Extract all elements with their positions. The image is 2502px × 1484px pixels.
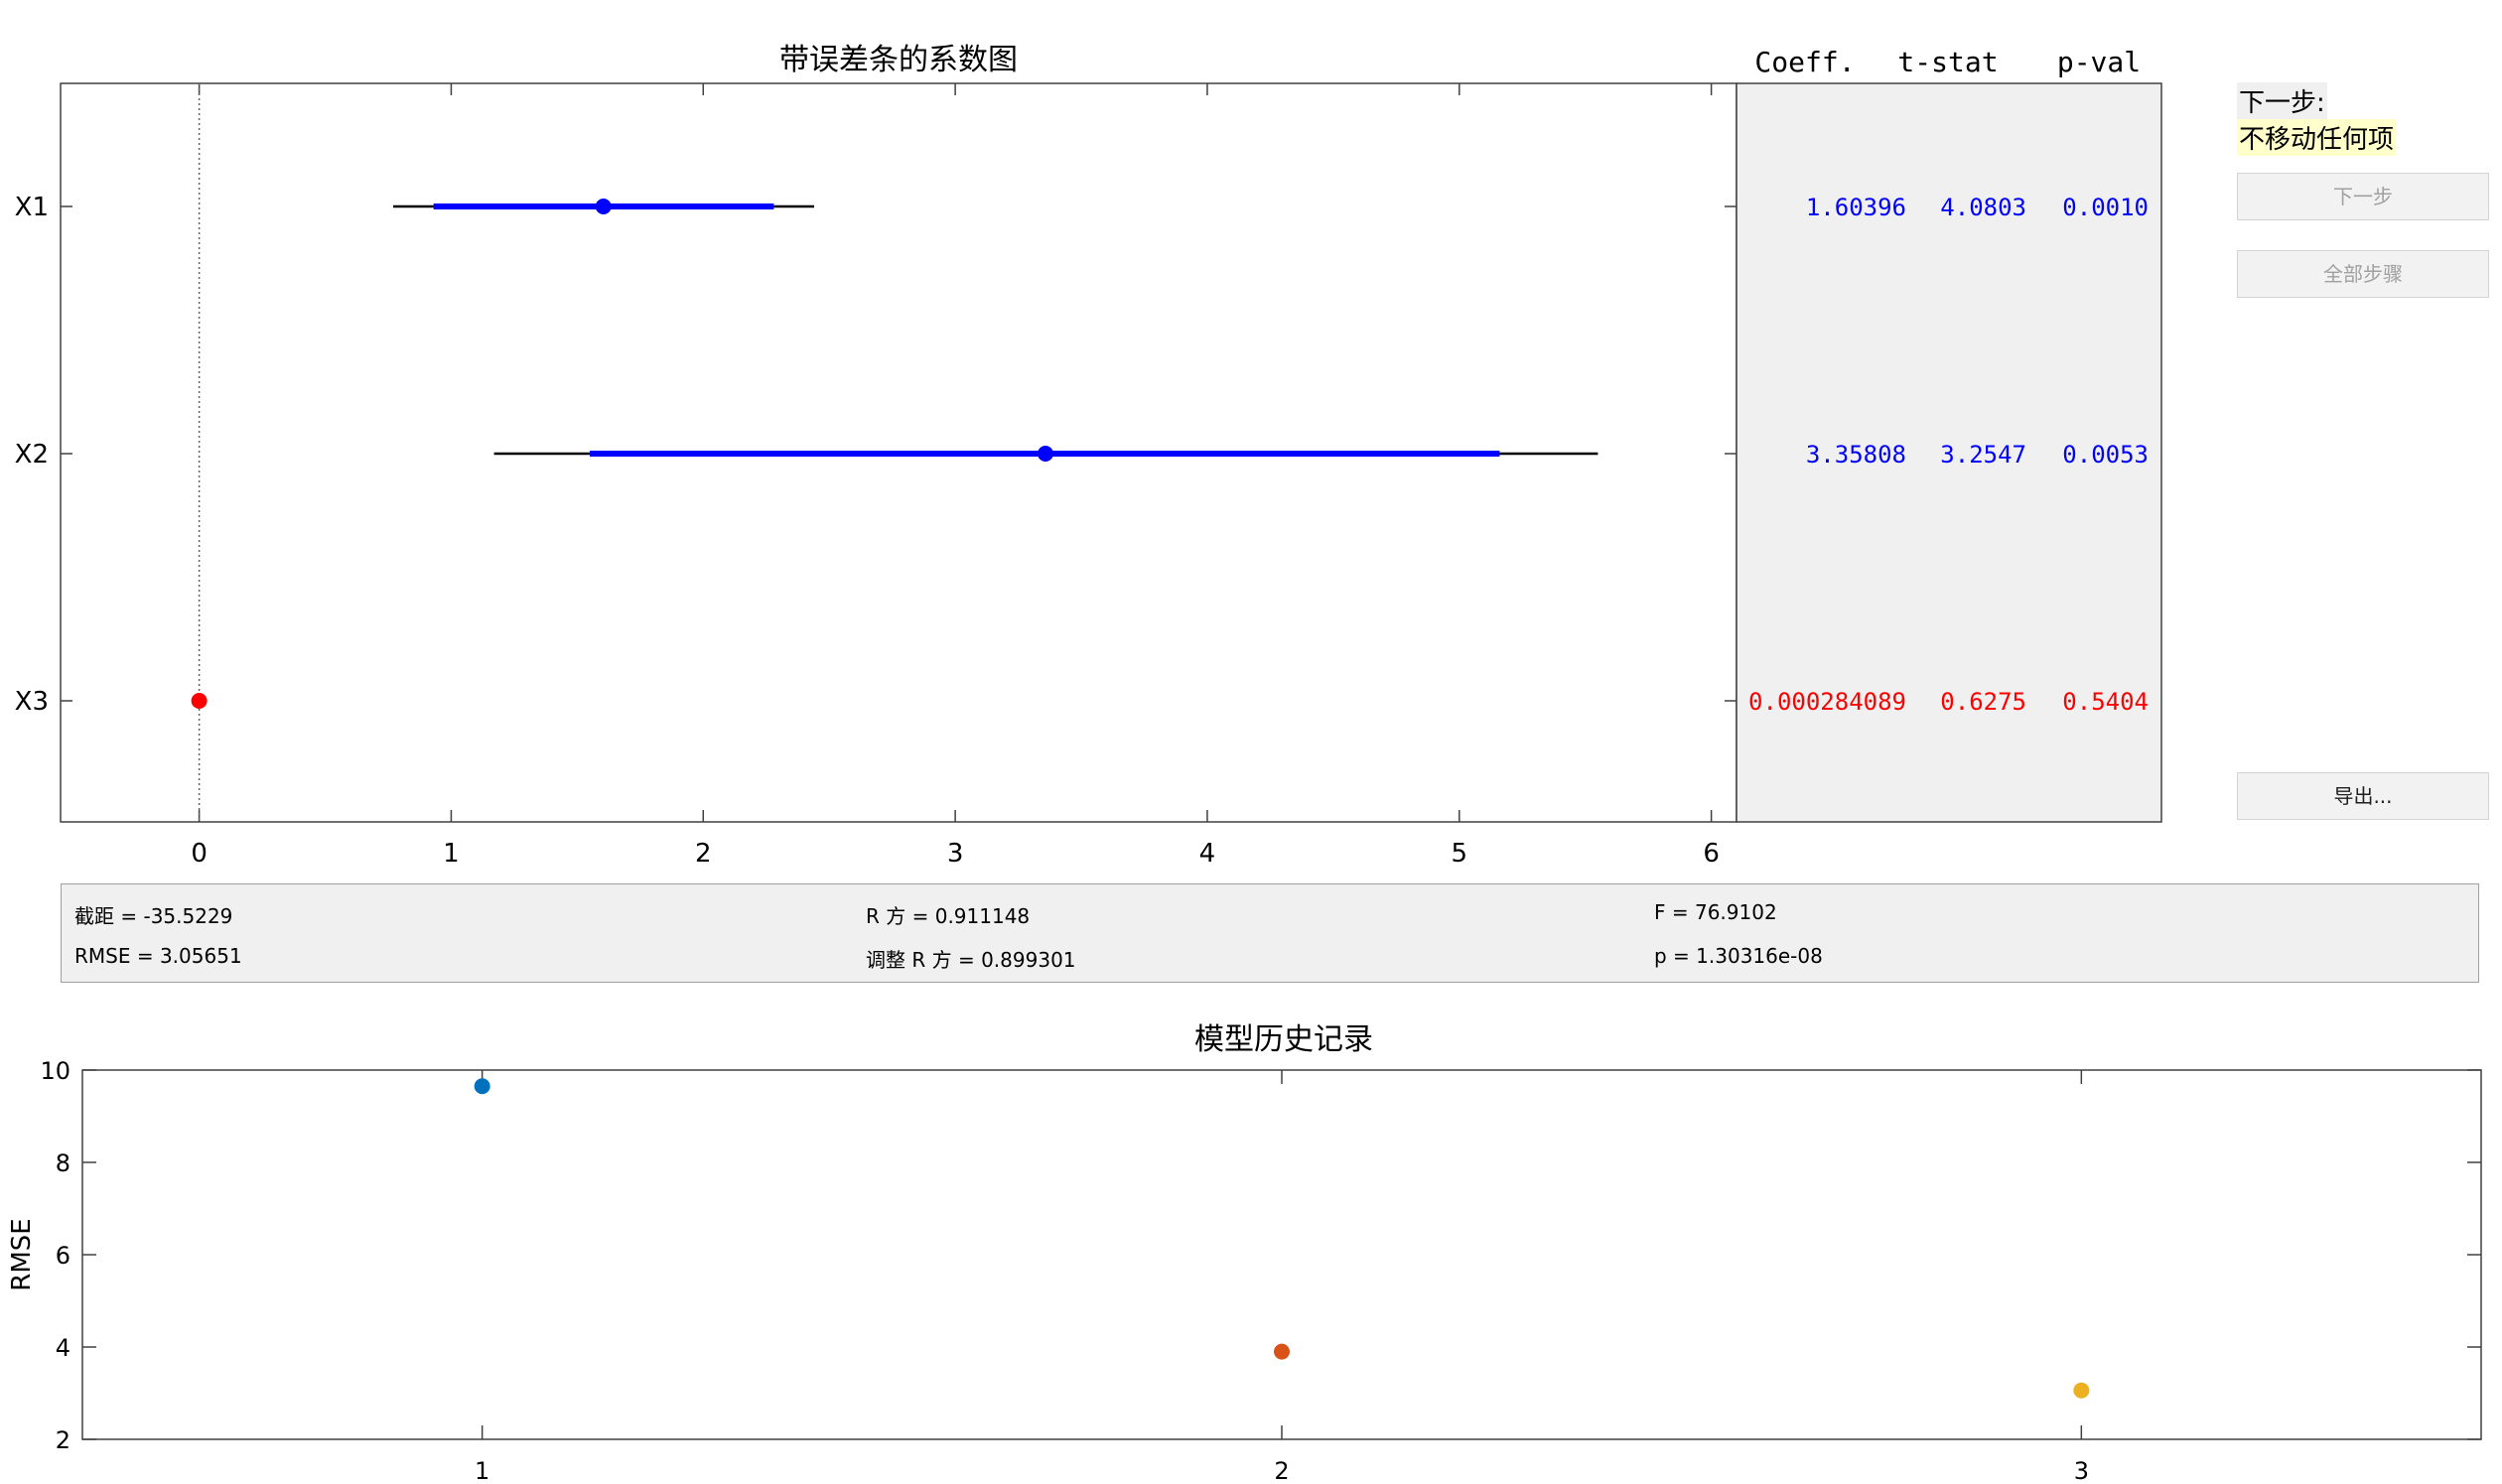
coef-term-label-x2: X2 [15, 440, 49, 470]
history-y-label: RMSE [7, 1218, 37, 1290]
table-cell-pval: 0.0010 [2062, 194, 2149, 221]
coef-x-tick-label: 1 [443, 839, 460, 869]
coef-x-tick-label: 5 [1452, 839, 1468, 869]
coef-x-tick-label: 6 [1703, 839, 1720, 869]
history-x-ticks: 1 2 3 [475, 1070, 2089, 1484]
coef-x-tick-label: 4 [1199, 839, 1216, 869]
history-point-step-2[interactable] [1274, 1343, 1290, 1360]
coef-term-label-x1: X1 [15, 193, 49, 222]
history-point-step-1[interactable] [474, 1078, 490, 1095]
history-y-tick-label: 10 [40, 1057, 70, 1085]
table-cell-coeff: 0.000284089 [1748, 688, 1906, 716]
table-cell-pval: 0.5404 [2062, 688, 2149, 716]
coef-plot-title: 带误差条的系数图 [779, 43, 1018, 77]
coef-table-area [1736, 82, 2162, 823]
history-x-tick-label: 2 [1274, 1457, 1289, 1484]
stat-intercept: 截距 = -35.5229 [74, 904, 233, 928]
stat-rmse: RMSE = 3.05651 [74, 944, 242, 968]
stat-p: p = 1.30316e-08 [1654, 944, 1823, 968]
history-y-tick-label: 4 [56, 1334, 70, 1362]
next-step-value: 不移动任何项 [2237, 119, 2397, 156]
coef-point-x1[interactable] [595, 199, 612, 214]
history-x-tick-label: 3 [2074, 1457, 2089, 1484]
table-cell-coeff: 3.35808 [1806, 441, 1906, 469]
history-plot-title: 模型历史记录 [1194, 1022, 1373, 1057]
coef-x-tick-label: 3 [947, 839, 964, 869]
history-y-tick-label: 6 [56, 1242, 70, 1270]
table-header-pval: p-val [2057, 46, 2141, 78]
table-cell-tstat: 3.2547 [1940, 441, 2026, 469]
next-step-button[interactable]: 下一步 [2237, 173, 2489, 220]
stat-f: F = 76.9102 [1654, 900, 1777, 924]
history-y-tick-label: 2 [56, 1426, 70, 1454]
coef-x-tick-label: 0 [191, 839, 208, 869]
table-header-coeff: Coeff. [1754, 46, 1855, 78]
coef-point-x2[interactable] [1037, 446, 1053, 462]
table-cell-coeff: 1.60396 [1806, 194, 1906, 221]
coef-marks[interactable] [191, 199, 1598, 709]
model-statistics-panel: 截距 = -35.5229 R 方 = 0.911148 F = 76.9102… [61, 883, 2479, 983]
history-y-tick-label: 8 [56, 1149, 70, 1177]
next-step-label: 下一步: [2237, 82, 2327, 119]
history-points[interactable] [474, 1078, 2090, 1399]
coef-x-ticks: 0 1 2 3 4 5 6 [191, 83, 1720, 869]
history-point-step-3[interactable] [2073, 1382, 2090, 1399]
coef-x-tick-label: 2 [695, 839, 712, 869]
stat-adj-rsquared: 调整 R 方 = 0.899301 [866, 948, 1076, 972]
table-header-tstat: t-stat [1897, 46, 1998, 78]
table-cell-pval: 0.0053 [2062, 441, 2149, 469]
coefficient-plot: 带误差条的系数图 0 1 2 3 4 5 6 X1 X2 X3 Coeff. t-stat p-… [15, 43, 2162, 869]
coef-y-ticks: X1 X2 X3 [15, 193, 1737, 717]
coef-point-x3[interactable] [191, 693, 208, 709]
all-steps-button[interactable]: 全部步骤 [2237, 250, 2489, 298]
export-button[interactable]: 导出... [2237, 772, 2489, 820]
table-cell-tstat: 4.0803 [1940, 194, 2026, 221]
history-plot-axes [81, 1069, 2482, 1440]
coef-term-label-x3: X3 [15, 687, 49, 717]
coef-table-rows: 1.60396 4.0803 0.0010 3.35808 3.2547 0.0053 0.… [1748, 194, 2149, 716]
stat-rsquared: R 方 = 0.911148 [866, 904, 1031, 928]
history-y-ticks: 2 4 6 8 10 [40, 1057, 2481, 1454]
history-x-tick-label: 1 [475, 1457, 489, 1484]
table-cell-tstat: 0.6275 [1940, 688, 2026, 716]
